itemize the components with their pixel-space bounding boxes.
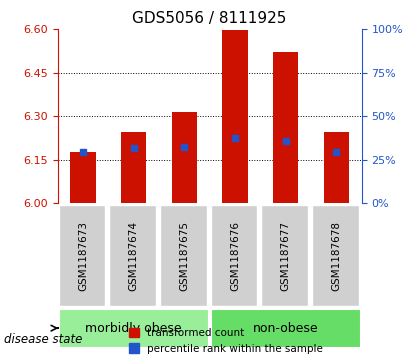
FancyBboxPatch shape: [160, 205, 207, 306]
Bar: [324, 132, 349, 203]
FancyBboxPatch shape: [210, 205, 257, 306]
Text: morbidly obese: morbidly obese: [85, 322, 182, 335]
FancyBboxPatch shape: [58, 205, 105, 306]
Text: GSM1187675: GSM1187675: [179, 221, 189, 290]
FancyBboxPatch shape: [58, 309, 209, 348]
FancyBboxPatch shape: [261, 205, 308, 306]
Title: GDS5056 / 8111925: GDS5056 / 8111925: [132, 12, 287, 26]
Legend: transformed count, percentile rank within the sample: transformed count, percentile rank withi…: [125, 324, 328, 358]
Text: disease state: disease state: [4, 333, 83, 346]
Bar: [273, 52, 298, 203]
Text: GSM1187674: GSM1187674: [129, 221, 139, 290]
Bar: [222, 30, 247, 203]
Text: GSM1187673: GSM1187673: [78, 221, 88, 290]
Text: GSM1187677: GSM1187677: [281, 221, 291, 290]
Text: GSM1187676: GSM1187676: [230, 221, 240, 290]
Bar: [172, 112, 197, 203]
Text: non-obese: non-obese: [253, 322, 319, 335]
FancyBboxPatch shape: [210, 309, 361, 348]
Bar: [70, 152, 95, 203]
Bar: [121, 132, 146, 203]
FancyBboxPatch shape: [312, 205, 359, 306]
FancyBboxPatch shape: [109, 205, 156, 306]
Text: GSM1187678: GSM1187678: [331, 221, 341, 290]
